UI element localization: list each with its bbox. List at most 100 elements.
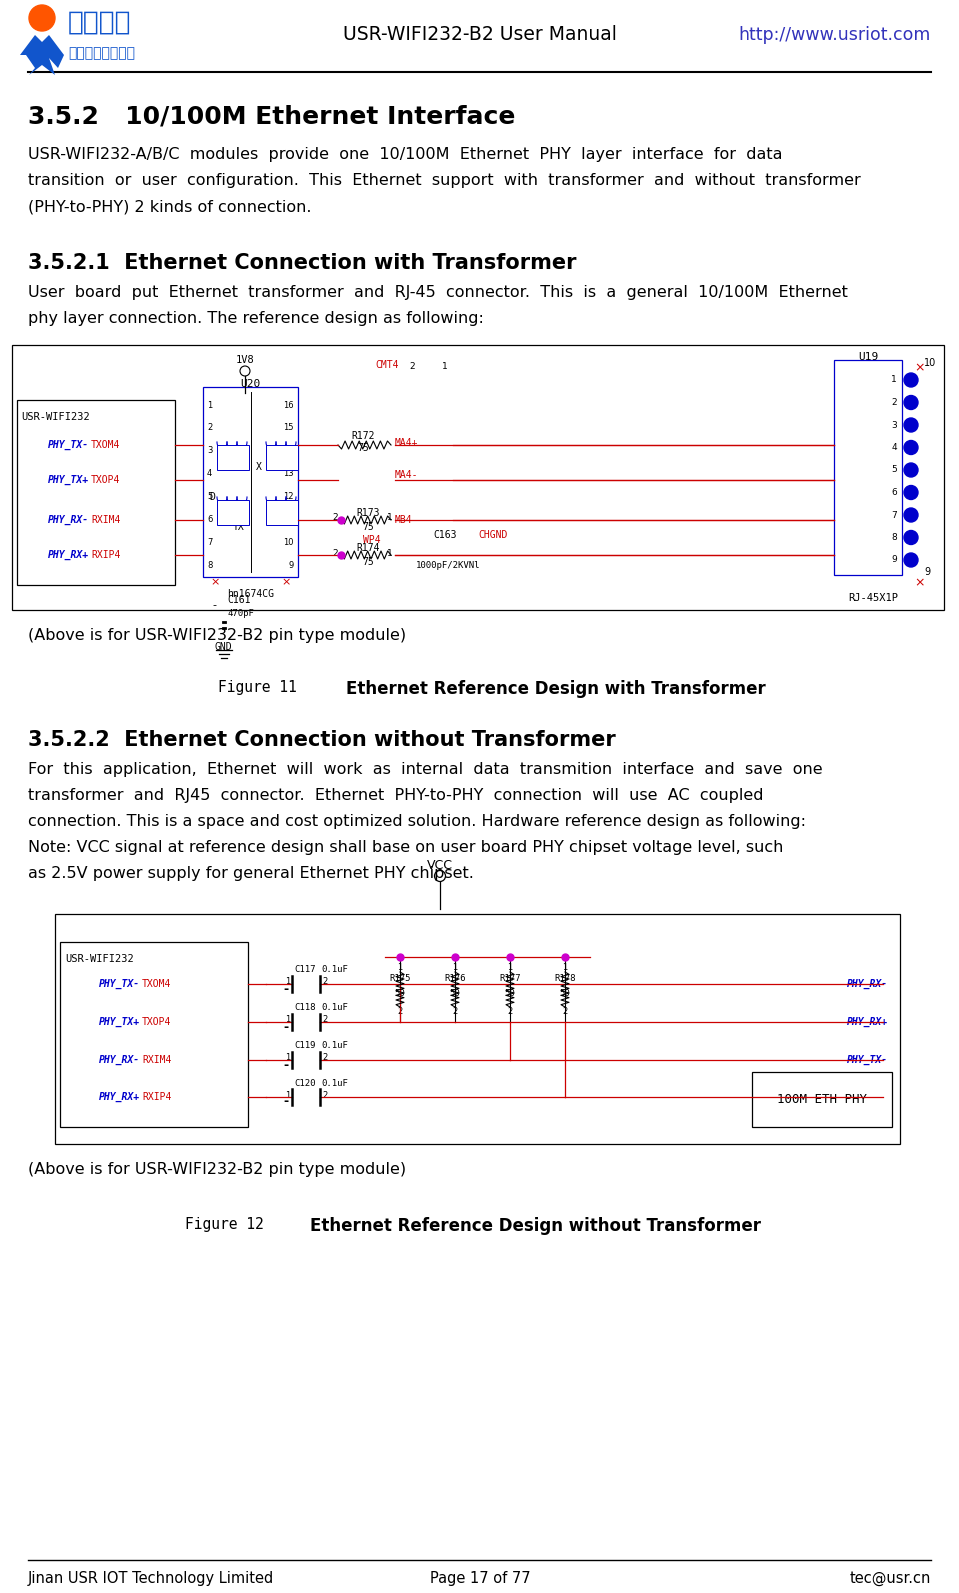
Text: 11: 11 <box>284 515 294 524</box>
Text: 6: 6 <box>891 487 897 497</box>
Text: Ethernet Reference Design with Transformer: Ethernet Reference Design with Transform… <box>346 680 765 698</box>
Text: R172: R172 <box>351 432 375 441</box>
Text: 0.1uF: 0.1uF <box>321 1004 348 1013</box>
Text: tec@usr.cn: tec@usr.cn <box>850 1571 931 1585</box>
Text: 2: 2 <box>322 1091 327 1099</box>
Text: (Above is for USR-WIFI232-B2 pin type module): (Above is for USR-WIFI232-B2 pin type mo… <box>28 628 406 644</box>
Text: (Above is for USR-WIFI232-B2 pin type module): (Above is for USR-WIFI232-B2 pin type mo… <box>28 1161 406 1177</box>
Text: 4: 4 <box>891 443 897 452</box>
Text: (PHY-to-PHY) 2 kinds of connection.: (PHY-to-PHY) 2 kinds of connection. <box>28 199 312 213</box>
Text: Figure 11: Figure 11 <box>218 680 296 695</box>
Circle shape <box>904 441 918 454</box>
Text: RXIM4: RXIM4 <box>142 1055 172 1066</box>
Text: MA4-: MA4- <box>395 470 418 479</box>
Text: TXOM4: TXOM4 <box>142 980 172 989</box>
Text: X: X <box>255 462 262 472</box>
Text: 1V8: 1V8 <box>236 355 254 365</box>
Text: VCC: VCC <box>427 859 453 871</box>
Text: 0.1uF: 0.1uF <box>321 1042 348 1050</box>
Text: 50: 50 <box>560 989 571 997</box>
Bar <box>217 444 249 470</box>
Text: PHY_RX+: PHY_RX+ <box>99 1091 140 1102</box>
Text: PHY_TX-: PHY_TX- <box>99 978 140 989</box>
Text: R174: R174 <box>356 543 380 553</box>
Text: USR-WIFI232: USR-WIFI232 <box>65 954 133 964</box>
Text: 8: 8 <box>891 534 897 542</box>
Text: CMT4: CMT4 <box>375 360 399 370</box>
Text: RXIP4: RXIP4 <box>142 1091 172 1102</box>
Text: -: - <box>284 1096 289 1109</box>
Circle shape <box>904 486 918 500</box>
Text: 50: 50 <box>450 989 460 997</box>
Text: 2: 2 <box>507 1007 513 1016</box>
Text: 1: 1 <box>285 1091 290 1099</box>
Text: Jinan USR IOT Technology Limited: Jinan USR IOT Technology Limited <box>28 1571 274 1585</box>
Text: Note: VCC signal at reference design shall base on user board PHY chipset voltag: Note: VCC signal at reference design sha… <box>28 840 784 855</box>
Text: RX: RX <box>233 462 245 472</box>
Bar <box>752 1072 892 1126</box>
Text: R175: R175 <box>389 973 410 983</box>
Text: 10: 10 <box>924 358 936 368</box>
Text: R176: R176 <box>444 973 466 983</box>
Text: 9: 9 <box>289 561 294 570</box>
Text: 470pF: 470pF <box>227 610 254 618</box>
Bar <box>55 914 900 1144</box>
Text: RXIM4: RXIM4 <box>91 515 121 526</box>
Text: PHY_RX-: PHY_RX- <box>847 978 888 989</box>
Text: -: - <box>213 601 217 610</box>
Bar <box>12 346 944 610</box>
Text: transition  or  user  configuration.  This  Ethernet  support  with  transformer: transition or user configuration. This E… <box>28 174 861 188</box>
Text: 1: 1 <box>285 978 290 986</box>
Text: 7: 7 <box>891 510 897 519</box>
Text: 6: 6 <box>207 515 212 524</box>
Text: as 2.5V power supply for general Ethernet PHY chipset.: as 2.5V power supply for general Etherne… <box>28 867 474 881</box>
Text: 100M ETH PHY: 100M ETH PHY <box>777 1093 867 1106</box>
Text: USR-WIFI232-A/B/C  modules  provide  one  10/100M  Ethernet  PHY  layer  interfa: USR-WIFI232-A/B/C modules provide one 10… <box>28 147 783 162</box>
Text: PHY_RX+: PHY_RX+ <box>847 1016 888 1027</box>
Text: 0.1uF: 0.1uF <box>321 1078 348 1088</box>
Text: phy layer connection. The reference design as following:: phy layer connection. The reference desi… <box>28 311 484 327</box>
Text: 3: 3 <box>891 421 897 430</box>
Text: 2: 2 <box>891 398 897 406</box>
Text: Figure 12: Figure 12 <box>185 1217 264 1231</box>
Text: 1000pF/2KVNl: 1000pF/2KVNl <box>416 561 480 570</box>
Text: transformer  and  RJ45  connector.  Ethernet  PHY-to-PHY  connection  will  use : transformer and RJ45 connector. Ethernet… <box>28 789 763 803</box>
Text: 15: 15 <box>284 424 294 432</box>
Text: PHY_RX-: PHY_RX- <box>48 515 89 526</box>
Text: U19: U19 <box>858 352 878 362</box>
Text: ×: × <box>915 577 925 589</box>
Text: 1: 1 <box>387 513 393 523</box>
Circle shape <box>904 395 918 409</box>
Text: PHY_RX+: PHY_RX+ <box>48 550 89 561</box>
Text: -: - <box>284 1021 289 1034</box>
Text: User  board  put  Ethernet  transformer  and  RJ-45  connector.  This  is  a  ge: User board put Ethernet transformer and … <box>28 285 848 299</box>
Text: 1: 1 <box>442 362 448 371</box>
Text: 16: 16 <box>283 400 294 409</box>
Text: 3.5.2   10/100M Ethernet Interface: 3.5.2 10/100M Ethernet Interface <box>28 105 515 129</box>
Text: 1: 1 <box>285 1053 290 1063</box>
Text: 有人科技: 有人科技 <box>68 10 131 37</box>
Text: C163: C163 <box>433 530 456 540</box>
Text: R178: R178 <box>554 973 575 983</box>
Text: C117: C117 <box>294 965 316 975</box>
Text: 1: 1 <box>397 962 403 972</box>
Text: 75: 75 <box>357 443 369 452</box>
Text: R173: R173 <box>356 508 380 518</box>
Text: 2: 2 <box>322 978 327 986</box>
Text: PHY_TX-: PHY_TX- <box>847 1055 888 1066</box>
Text: 50: 50 <box>504 989 515 997</box>
Text: 2: 2 <box>562 1007 568 1016</box>
Text: 3.5.2.2  Ethernet Connection without Transformer: 3.5.2.2 Ethernet Connection without Tran… <box>28 730 616 750</box>
Text: PHY_TX-: PHY_TX- <box>48 440 89 451</box>
Text: 0.1uF: 0.1uF <box>321 965 348 975</box>
Text: PHY_TX+: PHY_TX+ <box>48 475 89 486</box>
Text: 3: 3 <box>207 446 212 456</box>
Text: TX: TX <box>233 523 245 532</box>
Text: 8: 8 <box>207 561 212 570</box>
Circle shape <box>904 553 918 567</box>
Text: USR-WIFI232-B2 User Manual: USR-WIFI232-B2 User Manual <box>343 25 617 45</box>
Circle shape <box>904 417 918 432</box>
Text: 75: 75 <box>363 523 374 532</box>
Text: U20: U20 <box>241 379 261 389</box>
Text: 50: 50 <box>394 989 406 997</box>
